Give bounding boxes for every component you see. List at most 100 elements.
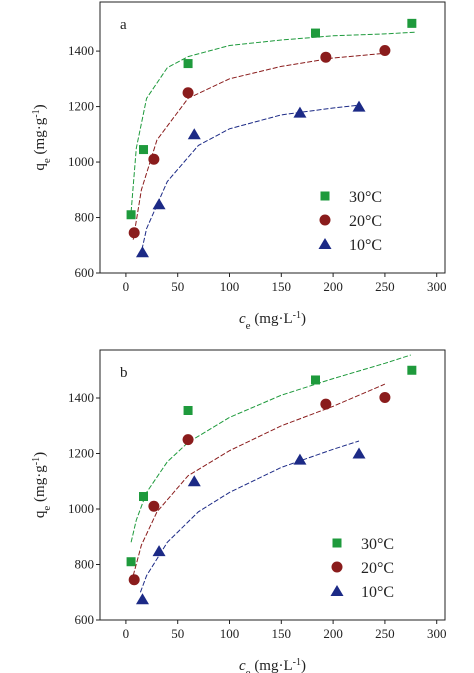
- axis-label: qe (mg·g-1): [31, 452, 54, 518]
- axis-label-part: -1: [31, 109, 42, 117]
- marker-triangle: [187, 475, 201, 487]
- legend-marker: [332, 538, 342, 548]
- y-tick-label: 1000: [68, 501, 94, 516]
- axis-label-part: ): [32, 104, 48, 109]
- marker-square: [407, 365, 417, 375]
- marker-triangle: [293, 106, 307, 118]
- marker-circle: [379, 45, 391, 57]
- y-tick-label: 800: [75, 210, 95, 225]
- y-tick-label: 1400: [68, 43, 94, 58]
- axis-label-part: q: [32, 163, 48, 171]
- axis-label: ce (mg·L-1): [239, 657, 306, 673]
- axis-label-part: c: [239, 311, 246, 327]
- x-tick-label: 200: [323, 279, 343, 294]
- x-tick-label: 50: [171, 626, 184, 641]
- panel-label: b: [120, 365, 128, 381]
- x-tick-label: 0: [123, 279, 130, 294]
- legend-label: 30°C: [361, 536, 394, 553]
- y-tick-label: 1400: [68, 390, 94, 405]
- marker-square: [126, 210, 136, 220]
- x-tick-label: 50: [171, 279, 184, 294]
- axis-label-part: (mg·g: [32, 117, 48, 158]
- y-tick-label: 800: [75, 557, 95, 572]
- axis-label-part: ): [301, 311, 306, 327]
- marker-square: [310, 375, 320, 385]
- legend-marker: [319, 214, 331, 226]
- legend-marker: [330, 585, 344, 596]
- marker-square: [183, 59, 193, 69]
- axis-label: ce (mg·L-1): [239, 310, 306, 333]
- axis-label-part: c: [239, 658, 246, 673]
- legend-label: 10°C: [349, 237, 382, 254]
- fit-curve: [132, 383, 386, 576]
- marker-square: [139, 492, 149, 502]
- axis-label-part: e: [246, 667, 251, 673]
- legend-label: 10°C: [361, 584, 394, 601]
- axis-label-part: (mg·L: [251, 311, 293, 327]
- marker-circle: [128, 227, 140, 239]
- marker-circle: [320, 51, 332, 63]
- axis-label-part: ): [301, 658, 306, 673]
- x-tick-label: 0: [123, 626, 130, 641]
- marker-triangle: [352, 447, 366, 459]
- marker-circle: [182, 434, 194, 446]
- x-tick-label: 300: [427, 626, 447, 641]
- axis-label-part: -1: [293, 310, 301, 321]
- y-tick-label: 1200: [68, 99, 94, 114]
- legend-label: 20°C: [361, 560, 394, 577]
- marker-triangle: [152, 198, 166, 210]
- marker-circle: [320, 398, 332, 410]
- axis-label-part: (mg·g: [32, 465, 48, 506]
- marker-circle: [148, 153, 160, 165]
- axis-label-part: (mg·L: [251, 658, 293, 673]
- legend-label: 30°C: [349, 189, 382, 206]
- axis-label: qe (mg·g-1): [31, 104, 54, 170]
- marker-square: [183, 405, 193, 415]
- x-tick-label: 250: [375, 279, 395, 294]
- marker-circle: [182, 87, 194, 99]
- marker-triangle: [352, 100, 366, 112]
- legend-marker: [320, 191, 330, 201]
- axis-label-part: e: [41, 506, 53, 511]
- y-tick-label: 600: [75, 612, 95, 627]
- fit-curve: [132, 52, 385, 240]
- axis-label-part: -1: [31, 457, 42, 465]
- y-tick-label: 600: [75, 265, 95, 280]
- marker-triangle: [293, 453, 307, 465]
- legend-marker: [318, 238, 332, 249]
- fit-curve: [130, 31, 417, 213]
- marker-triangle: [152, 545, 166, 557]
- marker-circle: [379, 391, 391, 403]
- marker-triangle: [135, 593, 149, 605]
- fit-curve: [139, 104, 360, 257]
- marker-circle: [128, 574, 140, 586]
- axis-label-part: e: [246, 320, 251, 332]
- panel-label: a: [120, 17, 127, 33]
- axis-label-part: q: [32, 510, 48, 518]
- y-tick-label: 1200: [68, 446, 94, 461]
- legend-marker: [331, 561, 343, 573]
- y-tick-label: 1000: [68, 154, 94, 169]
- fit-curve: [139, 440, 360, 593]
- x-tick-label: 150: [272, 279, 292, 294]
- fit-curve: [130, 354, 411, 543]
- marker-circle: [148, 500, 160, 512]
- x-tick-label: 200: [323, 626, 343, 641]
- marker-square: [126, 557, 136, 567]
- marker-square: [407, 18, 417, 28]
- axis-label-part: e: [41, 158, 53, 163]
- axis-label-part: -1: [293, 657, 301, 668]
- x-tick-label: 250: [375, 626, 395, 641]
- plot-frame: [99, 349, 446, 621]
- marker-square: [310, 28, 320, 38]
- legend-label: 20°C: [349, 213, 382, 230]
- x-tick-label: 100: [220, 626, 240, 641]
- axis-label-part: ): [32, 452, 48, 457]
- x-tick-label: 150: [272, 626, 292, 641]
- x-tick-label: 300: [427, 279, 447, 294]
- marker-triangle: [187, 128, 201, 140]
- x-tick-label: 100: [220, 279, 240, 294]
- marker-square: [139, 145, 149, 155]
- marker-triangle: [135, 246, 149, 258]
